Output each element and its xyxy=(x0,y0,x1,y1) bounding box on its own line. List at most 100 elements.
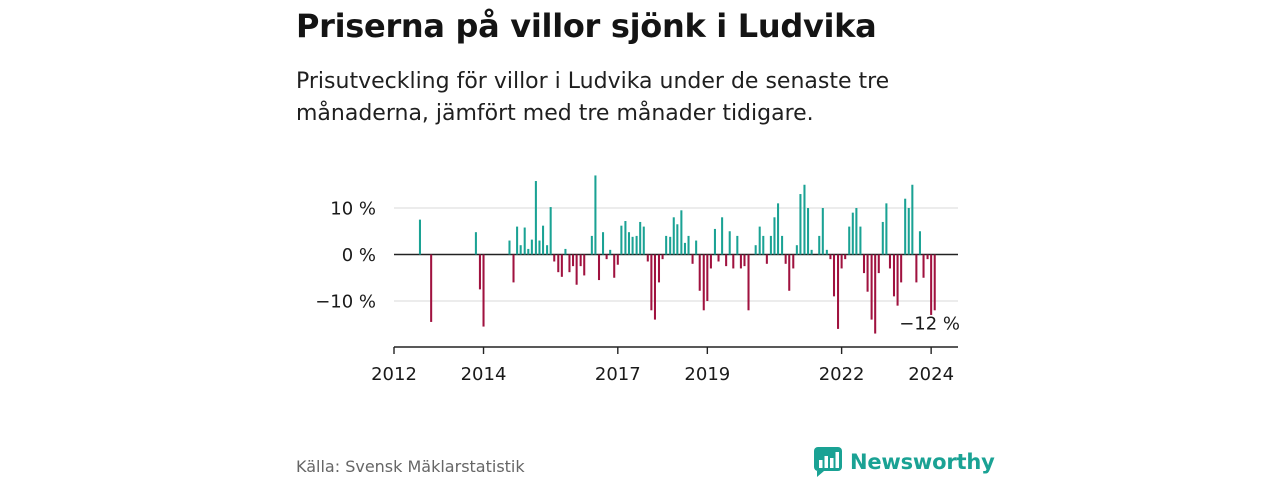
bar xyxy=(661,254,664,260)
bar xyxy=(773,217,776,255)
bar xyxy=(747,254,750,311)
bar xyxy=(904,198,907,255)
bar xyxy=(698,254,701,291)
bar xyxy=(915,254,918,283)
bar xyxy=(739,254,742,269)
bar xyxy=(616,254,619,265)
bar xyxy=(620,225,623,255)
bar xyxy=(874,254,877,334)
bar xyxy=(602,232,605,255)
bar xyxy=(821,208,824,255)
bar xyxy=(418,219,421,255)
bar xyxy=(829,254,832,260)
newsworthy-logo[interactable]: Newsworthy xyxy=(814,446,995,478)
bar xyxy=(527,248,530,255)
bar xyxy=(721,217,724,255)
bar xyxy=(676,224,679,255)
bar xyxy=(553,254,556,262)
bar xyxy=(512,254,515,283)
bar xyxy=(639,221,642,255)
bar xyxy=(922,254,925,278)
bar xyxy=(605,254,608,260)
bar xyxy=(672,217,675,255)
bar xyxy=(844,254,847,260)
bar xyxy=(877,254,880,274)
bar xyxy=(848,226,851,255)
bar xyxy=(687,235,690,255)
bar xyxy=(870,254,873,320)
bar xyxy=(557,254,560,273)
bar xyxy=(653,254,656,320)
chart-subtitle: Prisutveckling för villor i Ludvika unde… xyxy=(296,69,890,126)
bar xyxy=(862,254,866,274)
chart-title: Priserna på villor sjönk i Ludvika xyxy=(296,7,877,45)
bar xyxy=(866,254,869,292)
bar xyxy=(851,212,854,255)
bar xyxy=(702,254,705,311)
bar xyxy=(680,210,683,255)
bar xyxy=(885,203,888,255)
bar xyxy=(579,254,582,267)
bar xyxy=(758,226,761,255)
last-value-label: −12 % xyxy=(899,313,960,334)
bar xyxy=(572,254,575,267)
bar xyxy=(478,254,481,290)
bar xyxy=(482,254,485,327)
bar xyxy=(609,249,612,255)
bar xyxy=(892,254,896,297)
x-axis: 2012 2014 2017 2019 2022 2024 xyxy=(371,346,958,385)
bar xyxy=(706,254,709,301)
bar xyxy=(795,245,798,255)
bar xyxy=(594,175,597,255)
bar xyxy=(881,221,884,255)
bar xyxy=(583,254,586,276)
bar xyxy=(530,239,533,255)
x-tick-label: 2014 xyxy=(461,364,507,385)
bar xyxy=(683,242,686,255)
bar xyxy=(896,254,899,306)
bar xyxy=(725,254,728,267)
bar xyxy=(781,235,784,255)
bar xyxy=(474,232,477,255)
bar xyxy=(888,254,891,269)
bar xyxy=(840,254,843,269)
bar xyxy=(657,254,661,283)
bar xyxy=(803,184,806,255)
bar xyxy=(575,254,578,285)
bar xyxy=(642,226,645,255)
y-tick-label: 0 % xyxy=(342,245,376,266)
bar xyxy=(788,254,791,291)
bar xyxy=(911,184,914,255)
bar xyxy=(832,254,836,297)
bar-series xyxy=(418,175,936,334)
x-tick-label: 2019 xyxy=(684,364,730,385)
bar xyxy=(837,254,840,329)
x-tick-label: 2022 xyxy=(819,364,865,385)
source-text: Källa: Svensk Mäklarstatistik xyxy=(296,457,525,476)
bar xyxy=(799,194,802,255)
bar-chart-logo-icon xyxy=(814,447,842,477)
bar xyxy=(560,254,563,277)
bar xyxy=(743,254,746,267)
bar xyxy=(538,240,541,255)
bar xyxy=(807,208,810,255)
bar xyxy=(624,221,627,255)
bar xyxy=(695,240,698,255)
bar xyxy=(907,208,910,255)
bar xyxy=(534,181,537,255)
x-tick-label: 2017 xyxy=(595,364,641,385)
bar xyxy=(717,254,720,262)
bar xyxy=(900,254,903,283)
bar xyxy=(728,231,731,255)
bar xyxy=(665,235,668,255)
y-tick-label: −10 % xyxy=(315,292,376,313)
bar xyxy=(732,254,735,269)
gridlines xyxy=(394,207,958,302)
bar xyxy=(613,254,616,278)
bar xyxy=(792,254,795,269)
bar xyxy=(631,236,634,255)
bar xyxy=(568,254,571,273)
bar xyxy=(926,254,929,260)
bar xyxy=(855,208,858,255)
bar xyxy=(859,226,862,255)
